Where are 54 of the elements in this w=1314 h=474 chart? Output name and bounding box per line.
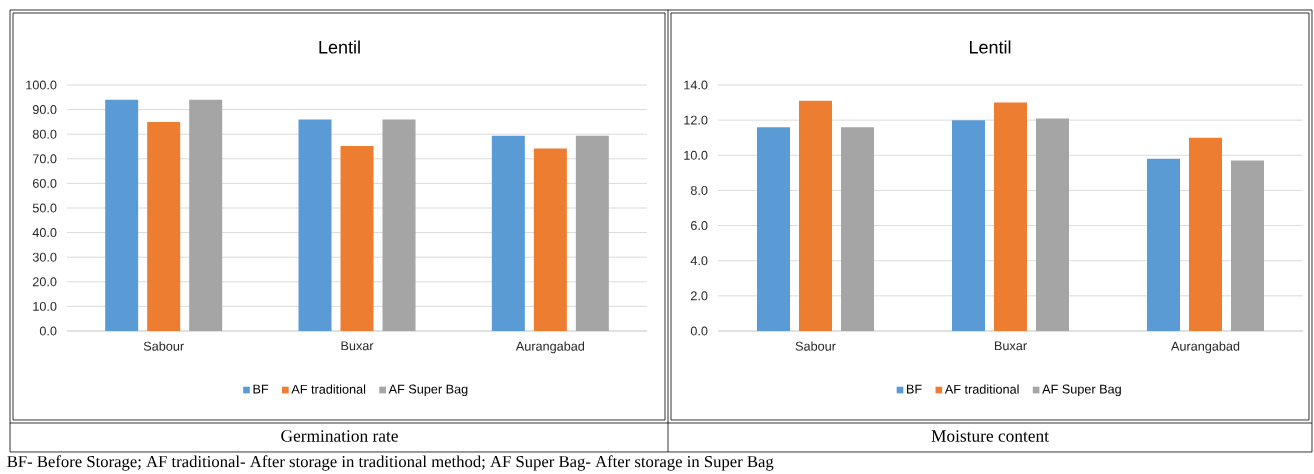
bar [1231,160,1264,331]
y-tick-label: 30.0 [32,252,57,262]
bar [340,146,374,331]
text: BF- Before Storage; AF traditional- After storage in traditional method; AF Super Bag- After storage in Super Bag [7,455,774,471]
x-tick-label: Sabour [143,341,184,351]
bar [491,135,525,331]
x-tick-label: Buxar [995,341,1027,351]
legend-label: AF traditional [291,384,366,394]
bar [298,119,332,331]
bar [189,99,223,331]
bar [1189,137,1222,331]
y-tick-label: 8.0 [690,185,708,195]
y-tick-label: 70.0 [32,154,57,164]
y-tick-label: 6.0 [691,221,708,231]
legend-label: BF [907,384,922,394]
bar [533,148,567,331]
y-tick-label: 0.0 [39,326,57,336]
legend-label: AF Super Bag [388,384,468,397]
x-axis-title: Moisture content [931,430,1049,442]
bar [799,100,832,331]
chart-title: Lentil [319,40,360,54]
bar [147,121,181,331]
legend-label: BF [253,384,269,394]
x-tick-label: Aurangabad [1171,341,1240,354]
bar [105,99,139,331]
bar [1147,158,1180,331]
legend-label: AF Super Bag [1042,384,1121,397]
y-tick-label: 50.0 [32,203,57,213]
y-tick-label: 20.0 [32,277,57,287]
y-tick-label: 10.0 [684,150,708,160]
y-tick-label: 60.0 [32,178,57,188]
legend-label: AF traditional [944,384,1019,394]
bar [1036,118,1069,331]
y-tick-label: 14.0 [684,80,708,90]
y-tick-label: 40.0 [32,228,57,238]
x-tick-label: Aurangabad [515,341,585,354]
y-tick-label: 100.0 [26,80,57,90]
y-tick-label: 0.0 [690,326,708,336]
chart-title: Lentil [969,40,1011,54]
y-tick-label: 2.0 [690,291,708,301]
y-tick-label: 90.0 [32,105,57,115]
bar [575,135,609,331]
bar [952,120,985,331]
y-tick-label: 10.0 [33,301,57,311]
x-axis-title: Germination rate [281,430,398,442]
bar [382,119,416,331]
bar [994,102,1027,331]
y-tick-label: 12.0 [684,115,708,125]
bar [841,127,874,331]
y-tick-label: 80.0 [32,129,57,139]
y-tick-label: 4.0 [690,256,708,266]
x-tick-label: Buxar [341,341,374,351]
x-tick-label: Sabour [795,341,836,351]
bar [757,127,790,331]
